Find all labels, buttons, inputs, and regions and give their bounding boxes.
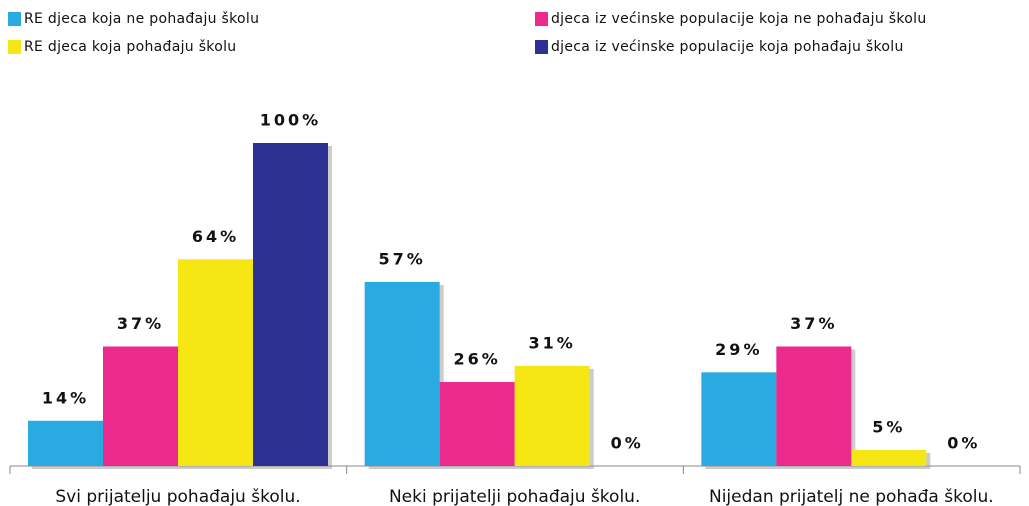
legend-swatch	[8, 12, 21, 26]
bar	[439, 382, 515, 466]
bar	[514, 365, 590, 466]
bar	[851, 449, 927, 466]
data-label: 37%	[117, 314, 164, 333]
data-label: 14%	[42, 388, 89, 407]
x-tick-label: Svi prijatelju pohađaju školu.	[55, 487, 300, 506]
x-tick-label: Neki prijatelji pohađaju školu.	[389, 487, 640, 506]
data-label: 100%	[260, 111, 321, 130]
data-label: 31%	[529, 333, 576, 352]
bar	[253, 143, 328, 466]
data-label: 57%	[379, 249, 426, 268]
legend-label: djeca iz većinske populacije koja pohađa…	[551, 39, 904, 55]
legend-label: RE djeca koja ne pohađaju školu	[24, 11, 259, 27]
bar	[701, 372, 777, 466]
data-label: 0%	[947, 434, 980, 453]
bar	[776, 346, 852, 466]
bar	[364, 281, 440, 466]
data-label: 37%	[790, 314, 837, 333]
bar	[28, 420, 103, 466]
legend-swatch	[8, 40, 21, 54]
x-tick-label: Nijedan prijatelj ne pohađa školu.	[709, 487, 994, 506]
legend-label: djeca iz većinske populacije koja ne poh…	[551, 11, 927, 27]
data-label: 26%	[454, 350, 501, 369]
legend-swatch	[535, 12, 548, 26]
data-label: 29%	[715, 340, 762, 359]
bar	[178, 259, 253, 466]
data-label: 64%	[192, 227, 239, 246]
legend-label: RE djeca koja pohađaju školu	[24, 39, 236, 55]
bar	[103, 346, 178, 466]
data-label: 5%	[872, 417, 905, 436]
data-label: 0%	[611, 434, 644, 453]
legend-swatch	[535, 40, 548, 54]
